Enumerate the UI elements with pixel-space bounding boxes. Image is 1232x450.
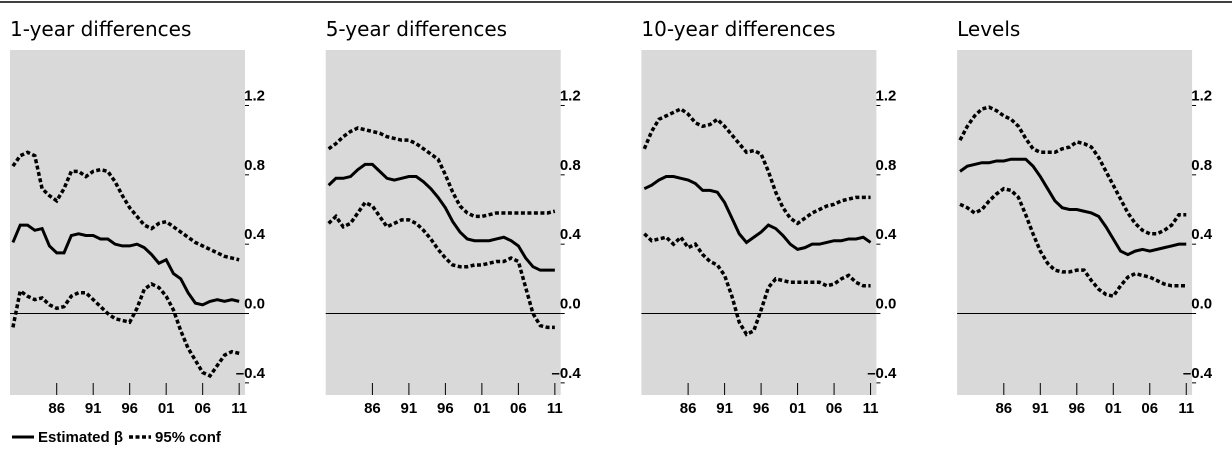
y-tick-label: –0.4 xyxy=(551,365,581,382)
x-tick-label: 91 xyxy=(85,400,102,417)
y-tick-label: –0.4 xyxy=(867,365,897,382)
y-tick-label: 1.2 xyxy=(560,87,581,104)
x-tick-label: 86 xyxy=(995,400,1012,417)
x-tick-label: 11 xyxy=(1178,400,1194,417)
x-tick-label: 06 xyxy=(1141,400,1158,417)
x-tick-label: 11 xyxy=(547,400,563,417)
x-tick-label: 96 xyxy=(1068,400,1085,417)
x-tick-label: 06 xyxy=(510,400,527,417)
series-line xyxy=(11,223,240,307)
y-tick-label: 0.4 xyxy=(560,226,582,243)
x-tick-label: 91 xyxy=(401,400,418,417)
y-tick-label: 0.8 xyxy=(1191,157,1212,174)
plot-background xyxy=(641,50,877,395)
y-tick-label: 0.8 xyxy=(560,157,581,174)
y-tick-label: 0.4 xyxy=(876,226,898,243)
x-tick-label: 11 xyxy=(863,400,879,417)
x-tick-label: 86 xyxy=(48,400,65,417)
y-tick-label: 0.0 xyxy=(876,296,897,313)
x-tick-label: 86 xyxy=(364,400,381,417)
series-line xyxy=(327,126,556,219)
panel-title: 5-year differences xyxy=(326,17,507,41)
legend-label: Estimated β xyxy=(38,429,123,446)
legend-label: 95% conf xyxy=(155,429,222,446)
panel: 5-year differences 1.2 0.8 0.4 0.0 –0.4 86 91 96… xyxy=(325,17,582,417)
x-tick-label: 91 xyxy=(1032,400,1049,417)
plot-background xyxy=(957,50,1193,395)
x-tick-label: 01 xyxy=(789,400,806,417)
x-tick-label: 96 xyxy=(753,400,770,417)
x-tick-label: 86 xyxy=(680,400,697,417)
x-tick-label: 01 xyxy=(474,400,491,417)
series-line xyxy=(327,200,555,330)
series-line xyxy=(11,150,240,262)
y-tick-label: 0.8 xyxy=(876,157,897,174)
x-tick-label: 01 xyxy=(158,400,175,417)
series-line xyxy=(958,105,1187,236)
x-tick-label: 91 xyxy=(716,400,733,417)
x-tick-label: 96 xyxy=(121,400,138,417)
panel: Levels 1.2 0.8 0.4 0.0 –0.4 86 91 96 01 06 11 xyxy=(957,17,1213,417)
series-line xyxy=(959,186,1187,299)
y-tick-label: 1.2 xyxy=(1191,87,1212,104)
panel-title: Levels xyxy=(957,17,1020,41)
panel-title: 1-year differences xyxy=(10,17,191,41)
x-tick-label: 11 xyxy=(231,400,247,417)
x-tick-label: 01 xyxy=(1105,400,1122,417)
series-line xyxy=(11,282,240,379)
x-tick-label: 06 xyxy=(194,400,211,417)
x-tick-label: 96 xyxy=(437,400,454,417)
y-tick-label: –0.4 xyxy=(236,365,266,382)
series-line xyxy=(643,175,872,251)
panel: 10-year differences 1.2 0.8 0.4 0.0 –0.4 86 91 9… xyxy=(641,17,897,417)
y-tick-label: 0.0 xyxy=(244,296,265,313)
x-tick-label: 06 xyxy=(826,400,843,417)
y-tick-label: 1.2 xyxy=(244,87,265,104)
series-line xyxy=(959,157,1187,257)
plot-background xyxy=(10,50,245,395)
y-tick-label: 0.8 xyxy=(244,157,265,174)
series-line xyxy=(327,162,555,272)
plot-background xyxy=(325,50,561,395)
y-tick-label: 0.4 xyxy=(1191,226,1213,243)
y-tick-label: 0.0 xyxy=(560,296,581,313)
y-tick-label: 0.0 xyxy=(1191,296,1212,313)
y-tick-label: 1.2 xyxy=(876,87,897,104)
y-tick-label: –0.4 xyxy=(1183,365,1213,382)
series-line xyxy=(643,232,871,337)
panel: 1-year differences 1.2 0.8 0.4 0.0 –0.4 86 91 96… xyxy=(10,17,266,417)
y-tick-label: 0.4 xyxy=(244,226,266,243)
series-line xyxy=(642,106,871,226)
panel-title: 10-year differences xyxy=(641,17,835,41)
